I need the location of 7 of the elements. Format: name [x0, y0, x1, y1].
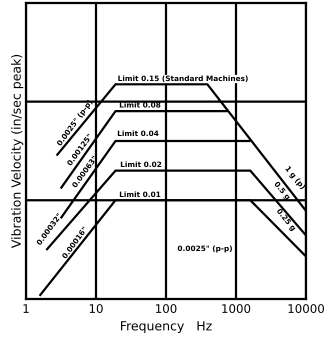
x-tick-label: 10 — [90, 304, 103, 313]
y-axis-title: Vibration Velocity (in/sec peak) — [11, 54, 24, 248]
x-axis-title: Frequency Hz — [121, 321, 212, 333]
x-tick-label: 10000 — [288, 304, 324, 313]
x-tick-label: 1000 — [222, 304, 250, 313]
x-tick-label: 1 — [24, 304, 29, 313]
x-tick-label: 100 — [156, 304, 176, 313]
